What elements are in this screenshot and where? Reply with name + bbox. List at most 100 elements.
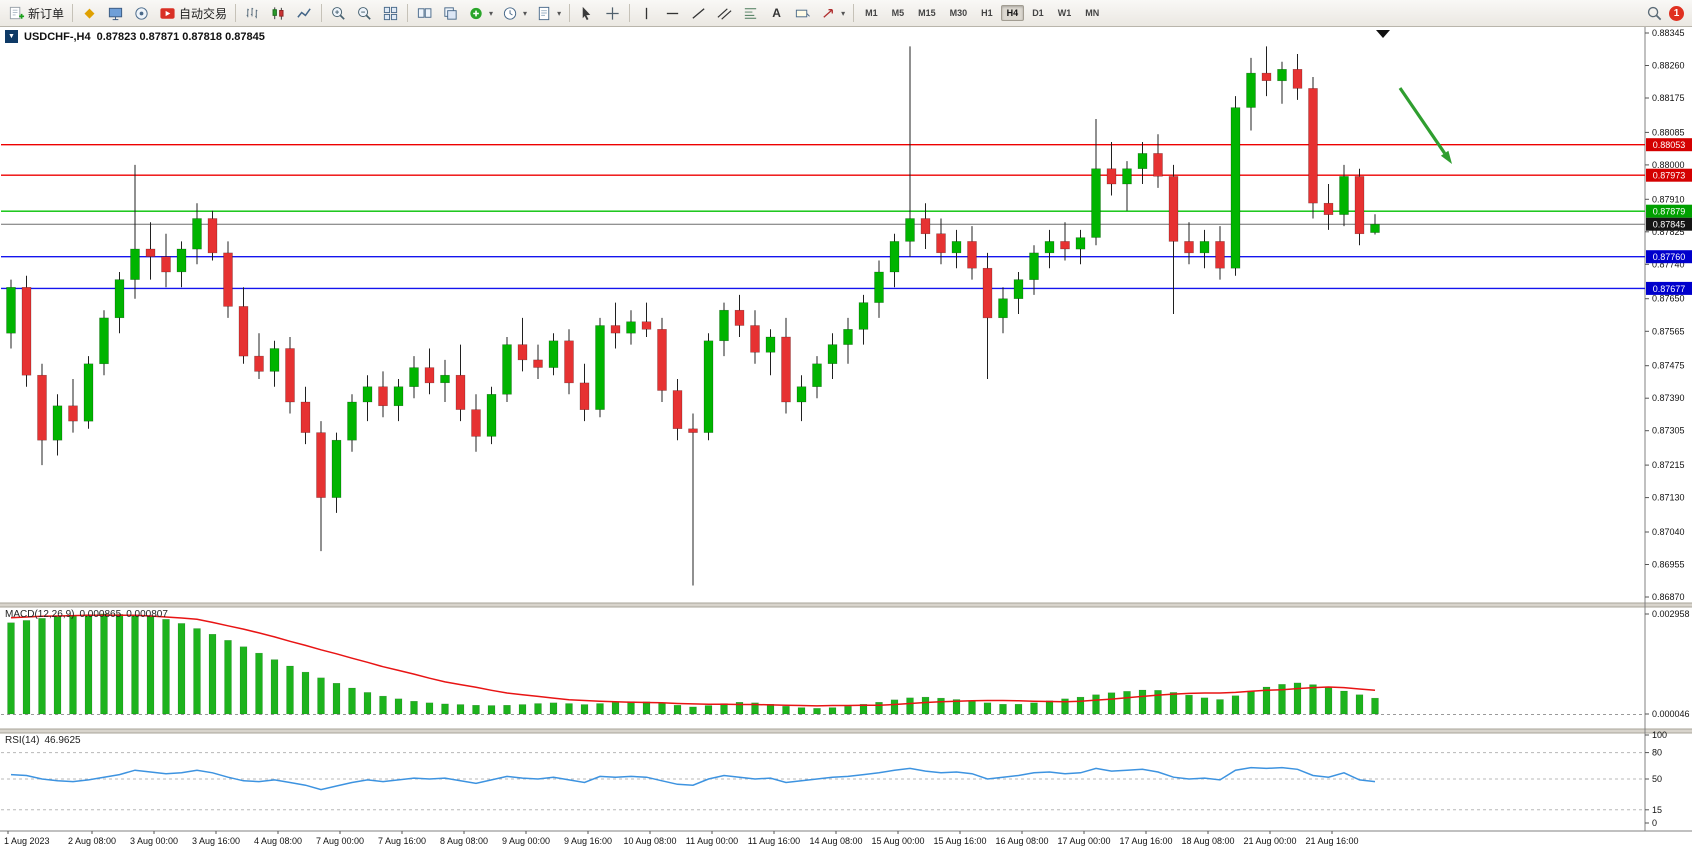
zoom-out-button[interactable] [352,1,377,25]
toolbar-divider [569,4,571,22]
dropdown-caret-icon: ▾ [841,8,846,18]
crosshair-button[interactable] [600,1,625,25]
notification-badge[interactable]: 1 [1669,5,1684,21]
time-axis-label: 18 Aug 08:00 [1181,836,1234,846]
cursor-icon [582,6,591,20]
tile-windows-button[interactable] [378,1,403,25]
macd-axis-zero-label: 0.000046 [1652,709,1690,719]
time-axis-label: 10 Aug 08:00 [623,836,676,846]
chart-shift-marker[interactable] [1376,30,1390,38]
price-badge: 0.87973 [1646,168,1692,182]
autotrading-label: 自动交易 [179,6,228,21]
navigator-button[interactable] [129,1,154,25]
pane-separator-main-macd[interactable] [0,603,1692,607]
rsi-axis-label: 100 [1652,730,1667,740]
macd-histogram [7,613,1379,715]
cascade-windows-button[interactable] [438,1,463,25]
price-axis-label: 0.88085 [1652,127,1685,137]
time-axis-label: 3 Aug 00:00 [130,836,178,846]
trendline-tool-button[interactable] [686,1,711,25]
timeframe-d1-button[interactable]: D1 [1032,8,1044,18]
toolbar-divider [72,4,74,22]
horizontal-line-icon [666,12,679,14]
time-axis-label: 11 Aug 00:00 [686,836,738,846]
mql5-button[interactable]: ◆ [77,1,102,25]
timeframe-m5-button[interactable]: M5 [891,8,905,18]
candlestick-chart-icon [272,6,284,20]
time-axis-label: 14 Aug 08:00 [809,836,862,846]
macd-axis-max-label: 0.002958 [1652,609,1690,619]
symbol-dropdown-icon[interactable]: ▼ [5,30,18,43]
candlestick-chart-button[interactable] [266,1,291,25]
rsi-axis-label: 50 [1652,774,1662,784]
shapes-tool-button[interactable]: ▾ [816,1,849,25]
candlesticks [6,46,1380,586]
rsi-axis-label: 0 [1652,818,1657,828]
channel-tool-button[interactable] [712,1,737,25]
indicators-button[interactable]: ▾ [464,1,497,25]
price-axis-label: 0.87040 [1652,527,1685,537]
price-badge-label: 0.87760 [1653,252,1686,262]
search-icon[interactable] [1646,5,1663,22]
pane-separator-macd-rsi[interactable] [0,729,1692,733]
vertical-line-tool-button[interactable] [634,1,659,25]
templates-button[interactable]: ▾ [532,1,565,25]
timeframe-m30-button[interactable]: M30 [949,8,968,18]
cursor-button[interactable] [574,1,599,25]
toolbar-divider [853,4,855,22]
arrange-windows-button[interactable] [412,1,437,25]
time-axis-label: 9 Aug 16:00 [564,836,612,846]
time-axis-label: 15 Aug 16:00 [933,836,986,846]
periods-button[interactable]: ▾ [498,1,531,25]
line-chart-icon [297,7,311,18]
zoom-out-icon [358,6,371,20]
zoom-in-icon [332,6,345,20]
price-badge: 0.87677 [1646,281,1692,295]
timeframe-h4-button[interactable]: H4 [1000,5,1025,21]
new-order-label: 新订单 [28,6,65,21]
market-watch-button[interactable] [103,1,128,25]
tile-windows-icon [383,6,398,20]
rsi-axis-label: 15 [1652,805,1662,815]
time-axis-label: 4 Aug 08:00 [254,836,302,846]
price-axis-label: 0.88000 [1652,160,1685,170]
template-icon [538,6,550,20]
horizontal-line-tool-button[interactable] [660,1,685,25]
time-axis-label: 7 Aug 00:00 [316,836,364,846]
autotrading-button[interactable]: 自动交易 [155,1,231,25]
time-axis-label: 2 Aug 08:00 [68,836,116,846]
price-badge-label: 0.88053 [1653,140,1686,150]
timeframe-m1-button[interactable]: M1 [865,8,878,18]
timeframe-buttons: M1 M5 M15 M30 H1 H4 D1 W1 MN [858,5,1106,21]
price-axis-label: 0.86870 [1652,592,1685,602]
price-axis-label: 0.86955 [1652,560,1685,570]
price-badge: 0.87845 [1646,217,1692,231]
dropdown-caret-icon: ▾ [557,8,562,18]
text-icon: A [772,6,781,20]
price-axis-label: 0.87650 [1652,294,1685,304]
fibonacci-icon [744,7,757,19]
bar-chart-button[interactable] [240,1,265,25]
zoom-in-button[interactable] [326,1,351,25]
trendline-icon [692,7,705,19]
timeframe-w1-button[interactable]: W1 [1057,8,1072,18]
line-chart-button[interactable] [292,1,317,25]
timeframe-h1-button[interactable]: H1 [981,8,993,18]
fibonacci-tool-button[interactable] [738,1,763,25]
text-tool-button[interactable]: A [764,1,789,25]
timeframe-m15-button[interactable]: M15 [918,8,936,18]
price-axis: 0.883450.882600.881750.880850.880000.879… [1645,28,1685,602]
label-tool-button[interactable] [790,1,815,25]
price-axis-label: 0.87475 [1652,361,1685,371]
timeframe-mn-button[interactable]: MN [1085,8,1100,18]
rsi-line [10,766,1376,791]
price-axis-label: 0.87130 [1652,493,1685,503]
time-axis-label: 16 Aug 08:00 [995,836,1048,846]
new-order-button[interactable]: 新订单 [4,1,68,25]
vertical-line-icon [645,7,648,19]
price-badge-label: 0.87879 [1653,207,1686,217]
trend-arrow-annotation[interactable] [1398,87,1452,164]
clock-icon [503,6,517,20]
